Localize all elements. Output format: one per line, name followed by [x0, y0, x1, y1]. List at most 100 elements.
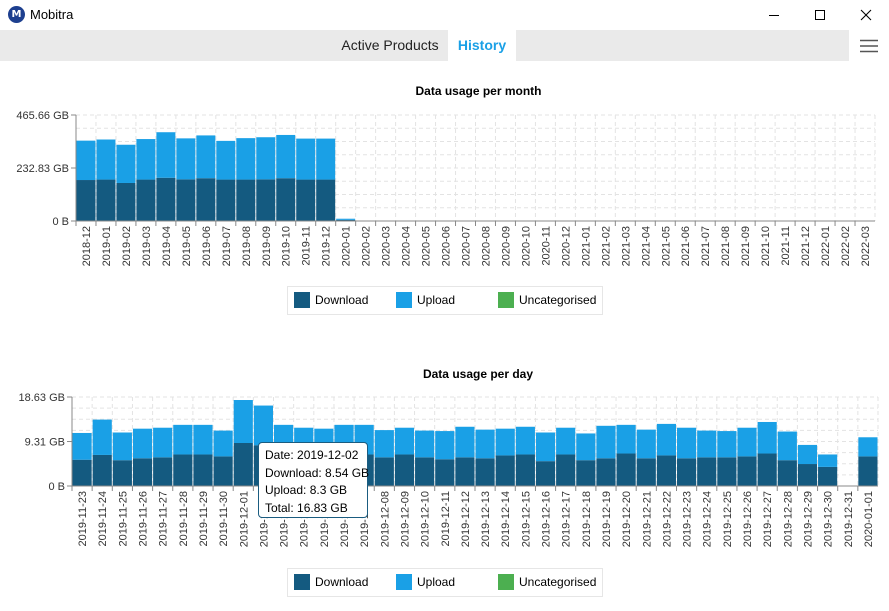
day-bar-upload[interactable] — [576, 433, 596, 461]
day-bar-download[interactable] — [153, 457, 173, 486]
tab-history[interactable]: History — [448, 30, 516, 61]
day-bar-download[interactable] — [818, 466, 838, 486]
day-bar-download[interactable] — [415, 457, 435, 486]
month-bar-upload[interactable] — [116, 144, 136, 183]
day-bar-upload[interactable] — [797, 444, 818, 465]
day-bar-download[interactable] — [556, 454, 576, 486]
day-bar-upload[interactable] — [556, 427, 576, 455]
month-bar-download[interactable] — [336, 219, 356, 221]
month-bar-upload[interactable] — [316, 138, 336, 180]
day-bar-upload[interactable] — [92, 419, 112, 455]
day-bar-download[interactable] — [92, 454, 112, 486]
month-bar-download[interactable] — [176, 179, 196, 221]
day-bar-upload[interactable] — [777, 431, 797, 461]
day-bar-upload[interactable] — [213, 430, 233, 457]
month-bar-upload[interactable] — [296, 138, 316, 180]
day-bar-download[interactable] — [677, 458, 697, 486]
day-bar-download[interactable] — [213, 456, 233, 486]
day-bar-download[interactable] — [616, 453, 636, 486]
month-bar-upload[interactable] — [336, 218, 356, 220]
day-bar-upload[interactable] — [616, 424, 636, 454]
month-bar-download[interactable] — [276, 178, 296, 221]
day-bar-upload[interactable] — [596, 425, 616, 459]
day-bar-upload[interactable] — [233, 400, 253, 444]
day-bar-upload[interactable] — [193, 424, 213, 455]
day-bar-upload[interactable] — [475, 429, 495, 459]
day-bar-download[interactable] — [132, 458, 153, 486]
day-bar-download[interactable] — [535, 461, 556, 486]
day-bar-download[interactable] — [173, 454, 193, 486]
day-bar-download[interactable] — [495, 455, 515, 486]
month-bar-download[interactable] — [136, 179, 156, 221]
month-bar-download[interactable] — [256, 179, 276, 221]
month-bar-upload[interactable] — [136, 139, 156, 180]
day-bar-upload[interactable] — [435, 431, 455, 460]
day-bar-download[interactable] — [455, 457, 475, 486]
day-bar-upload[interactable] — [132, 428, 153, 459]
day-bar-download[interactable] — [797, 464, 818, 486]
day-bar-upload[interactable] — [415, 430, 435, 458]
day-bar-download[interactable] — [636, 458, 656, 486]
month-bar-download[interactable] — [96, 179, 116, 221]
month-bar-download[interactable] — [216, 179, 236, 221]
day-bar-download[interactable] — [475, 458, 495, 486]
day-bar-download[interactable] — [233, 443, 253, 486]
month-bar-upload[interactable] — [176, 138, 196, 180]
month-bar-upload[interactable] — [276, 134, 296, 179]
day-bar-upload[interactable] — [737, 427, 757, 457]
month-bar-download[interactable] — [116, 182, 136, 221]
day-bar-upload[interactable] — [394, 427, 415, 455]
day-bar-download[interactable] — [515, 454, 535, 486]
month-bar-upload[interactable] — [216, 140, 236, 180]
close-button[interactable] — [843, 0, 889, 30]
tab-active-products[interactable]: Active Products — [341, 37, 439, 53]
month-bar-download[interactable] — [236, 179, 256, 221]
hamburger-menu-button[interactable] — [849, 30, 889, 61]
day-bar-upload[interactable] — [253, 405, 273, 446]
day-bar-upload[interactable] — [697, 430, 717, 458]
month-bar-upload[interactable] — [196, 135, 216, 179]
day-bar-download[interactable] — [596, 458, 616, 486]
day-bar-download[interactable] — [193, 454, 213, 486]
day-bar-upload[interactable] — [153, 427, 173, 458]
day-bar-download[interactable] — [435, 459, 455, 486]
month-bar-upload[interactable] — [76, 140, 96, 181]
month-bar-upload[interactable] — [236, 138, 256, 180]
day-bar-upload[interactable] — [173, 424, 193, 455]
day-bar-upload[interactable] — [495, 428, 515, 456]
day-bar-upload[interactable] — [757, 421, 777, 454]
day-bar-download[interactable] — [394, 454, 415, 486]
day-bar-upload[interactable] — [717, 431, 737, 458]
day-bar-download[interactable] — [737, 456, 757, 486]
day-bar-download[interactable] — [72, 459, 92, 486]
maximize-button[interactable] — [797, 0, 843, 30]
month-bar-download[interactable] — [156, 177, 176, 221]
day-bar-upload[interactable] — [455, 426, 475, 458]
day-bar-upload[interactable] — [858, 437, 878, 457]
month-bar-upload[interactable] — [256, 137, 276, 180]
day-bar-upload[interactable] — [374, 430, 394, 458]
day-bar-download[interactable] — [656, 455, 676, 486]
minimize-button[interactable] — [751, 0, 797, 30]
day-bar-download[interactable] — [777, 460, 797, 486]
day-bar-download[interactable] — [858, 456, 878, 486]
day-bar-upload[interactable] — [656, 423, 676, 456]
day-bar-download[interactable] — [757, 453, 777, 486]
day-bar-upload[interactable] — [72, 432, 92, 460]
month-bar-download[interactable] — [316, 179, 336, 221]
day-bar-upload[interactable] — [112, 432, 132, 461]
day-bar-upload[interactable] — [636, 429, 656, 459]
day-bar-download[interactable] — [697, 457, 717, 486]
day-bar-upload[interactable] — [515, 426, 535, 455]
month-bar-upload[interactable] — [96, 139, 116, 180]
month-bar-upload[interactable] — [156, 132, 176, 178]
day-bar-download[interactable] — [717, 457, 737, 486]
day-bar-download[interactable] — [374, 457, 394, 486]
day-bar-download[interactable] — [576, 460, 596, 486]
month-bar-download[interactable] — [196, 178, 216, 221]
month-bar-download[interactable] — [76, 180, 96, 221]
day-bar-upload[interactable] — [818, 454, 838, 467]
day-bar-upload[interactable] — [677, 427, 697, 459]
day-bar-upload[interactable] — [535, 432, 556, 462]
day-bar-download[interactable] — [112, 460, 132, 486]
